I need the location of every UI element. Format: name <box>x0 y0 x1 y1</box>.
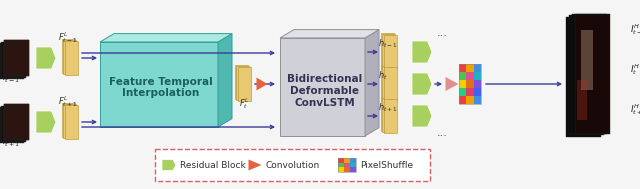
Text: $I^H_t$: $I^H_t$ <box>630 63 640 77</box>
Bar <box>459 64 467 72</box>
Polygon shape <box>382 66 395 100</box>
Polygon shape <box>63 104 76 138</box>
Polygon shape <box>412 41 432 63</box>
Polygon shape <box>412 73 432 95</box>
Bar <box>350 158 356 163</box>
Bar <box>580 30 593 90</box>
Polygon shape <box>237 67 250 101</box>
Polygon shape <box>382 98 395 132</box>
Polygon shape <box>100 34 232 42</box>
Bar <box>467 80 474 88</box>
Bar <box>338 158 344 163</box>
Polygon shape <box>235 65 248 99</box>
Text: $F^L_{t+1}$: $F^L_{t+1}$ <box>58 94 77 109</box>
Polygon shape <box>445 77 458 91</box>
Polygon shape <box>162 160 176 170</box>
Polygon shape <box>365 30 379 136</box>
Polygon shape <box>61 103 75 137</box>
Bar <box>467 96 474 104</box>
Bar <box>338 163 344 167</box>
Polygon shape <box>36 111 56 133</box>
Bar <box>474 88 481 96</box>
Polygon shape <box>383 67 397 101</box>
Bar <box>575 15 609 133</box>
Bar <box>3 40 29 76</box>
Polygon shape <box>61 39 75 73</box>
Text: Feature Temporal
Interpolation: Feature Temporal Interpolation <box>109 77 213 98</box>
Bar <box>1 105 26 142</box>
Polygon shape <box>65 41 77 75</box>
Bar <box>474 96 481 104</box>
Bar <box>0 107 24 143</box>
Text: $I^L_{t-1}$: $I^L_{t-1}$ <box>2 70 20 85</box>
Bar <box>467 88 474 96</box>
Bar <box>344 167 350 172</box>
Bar <box>467 64 474 72</box>
Bar <box>459 64 481 104</box>
Polygon shape <box>65 105 77 139</box>
Polygon shape <box>280 38 365 136</box>
Polygon shape <box>218 34 232 127</box>
Bar <box>350 163 356 167</box>
Bar <box>3 40 29 76</box>
Bar <box>3 104 29 140</box>
Text: ...: ... <box>436 28 447 38</box>
Text: $h_{t-1}$: $h_{t-1}$ <box>378 38 398 50</box>
Text: $I^L_{t+1}$: $I^L_{t+1}$ <box>2 135 20 149</box>
Text: ...: ... <box>436 128 447 138</box>
Bar <box>459 80 467 88</box>
Polygon shape <box>257 77 268 91</box>
Bar <box>3 104 29 140</box>
Bar <box>350 167 356 172</box>
Bar <box>566 16 600 136</box>
Polygon shape <box>383 99 397 133</box>
Bar <box>467 72 474 80</box>
Text: $F^L_{t-1}$: $F^L_{t-1}$ <box>58 31 77 45</box>
Polygon shape <box>383 35 397 69</box>
Bar <box>474 72 481 80</box>
Text: $h_{t+1}$: $h_{t+1}$ <box>378 102 398 114</box>
Text: Bidirectional
Deformable
ConvLSTM: Bidirectional Deformable ConvLSTM <box>287 74 362 108</box>
Bar <box>575 14 609 134</box>
Polygon shape <box>36 47 56 69</box>
Bar <box>474 64 481 72</box>
Bar <box>344 163 350 167</box>
Bar <box>338 167 344 172</box>
Polygon shape <box>236 66 249 100</box>
Bar <box>459 96 467 104</box>
Polygon shape <box>381 65 394 99</box>
Text: PixelShuffle: PixelShuffle <box>360 160 413 170</box>
Text: $F^L_t$: $F^L_t$ <box>239 97 249 112</box>
Polygon shape <box>381 97 394 131</box>
Bar <box>459 88 467 96</box>
Polygon shape <box>248 160 262 170</box>
Polygon shape <box>412 105 432 127</box>
Bar <box>474 80 481 88</box>
Bar <box>568 15 604 135</box>
Bar <box>577 80 586 120</box>
Text: $h_t$: $h_t$ <box>378 70 388 82</box>
FancyBboxPatch shape <box>155 149 430 181</box>
Polygon shape <box>100 42 218 127</box>
Polygon shape <box>382 34 395 68</box>
Bar <box>0 43 24 79</box>
Bar <box>338 158 356 172</box>
Polygon shape <box>381 33 394 67</box>
Polygon shape <box>280 30 379 38</box>
Bar <box>459 72 467 80</box>
Bar <box>1 42 26 77</box>
Text: Convolution: Convolution <box>265 160 319 170</box>
Bar <box>344 158 350 163</box>
Polygon shape <box>63 40 76 74</box>
Text: $I^H_{t-1}$: $I^H_{t-1}$ <box>630 22 640 37</box>
Bar <box>572 13 607 133</box>
Text: Residual Block: Residual Block <box>180 160 246 170</box>
Text: $I^H_{t+1}$: $I^H_{t+1}$ <box>630 103 640 118</box>
